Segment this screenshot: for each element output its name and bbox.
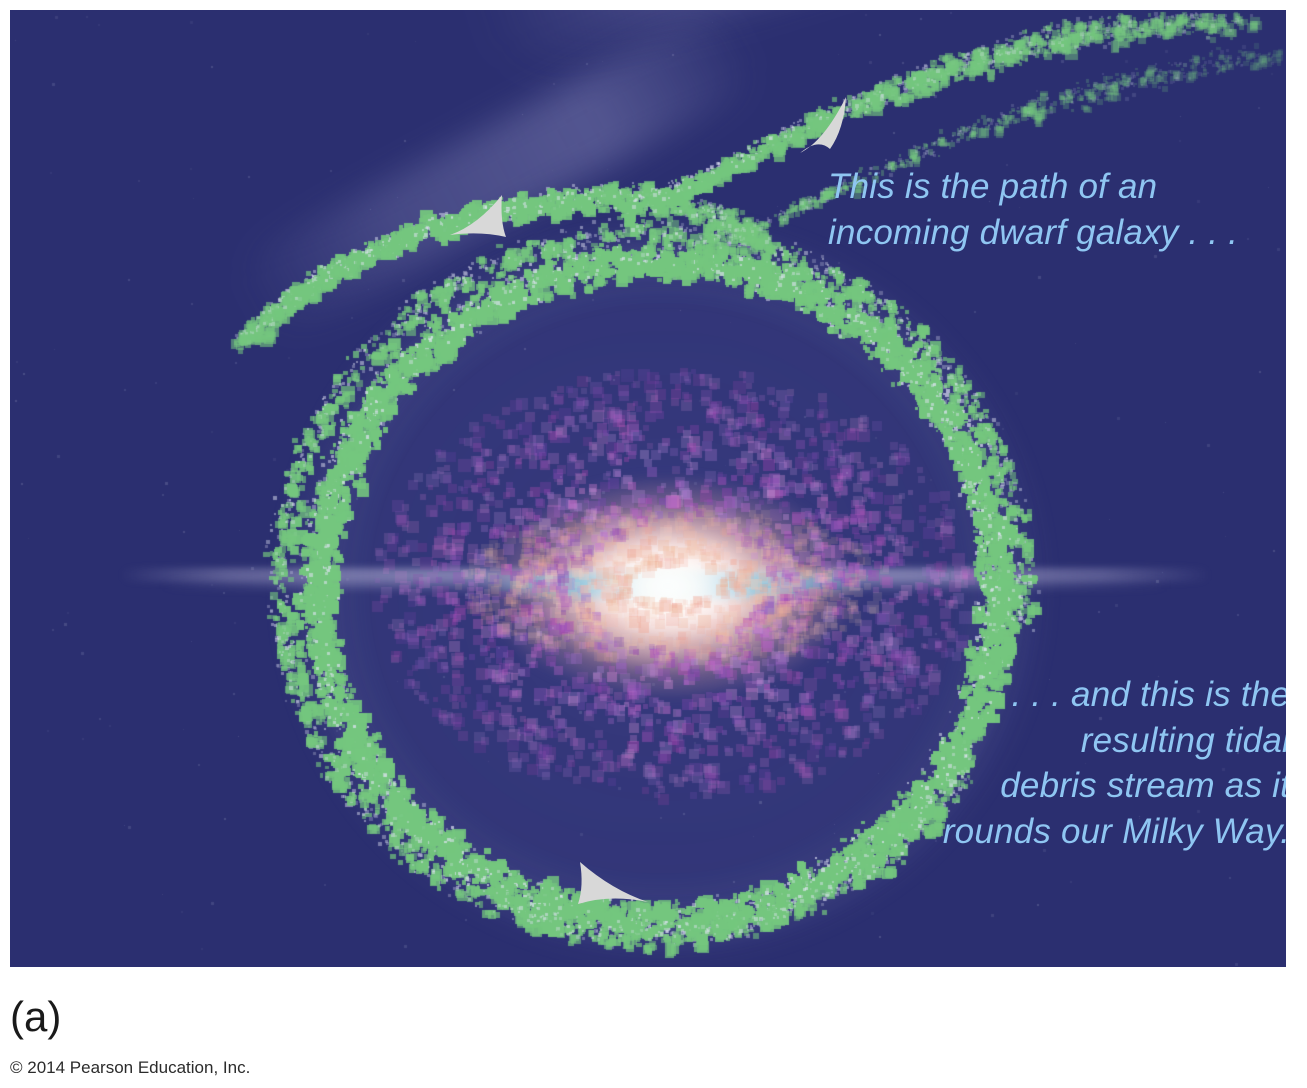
- panel-label: (a): [10, 993, 62, 1040]
- callout-incoming-dwarf-galaxy: This is the path of an incoming dwarf ga…: [828, 167, 1239, 252]
- figure-panel: This is the path of an incoming dwarf ga…: [10, 10, 1286, 967]
- callout-tidal-debris-stream: . . . and this is the resulting tidal de…: [942, 675, 1286, 851]
- copyright-notice: © 2014 Pearson Education, Inc.: [10, 1058, 251, 1077]
- particle-field-canvas: [10, 10, 1286, 967]
